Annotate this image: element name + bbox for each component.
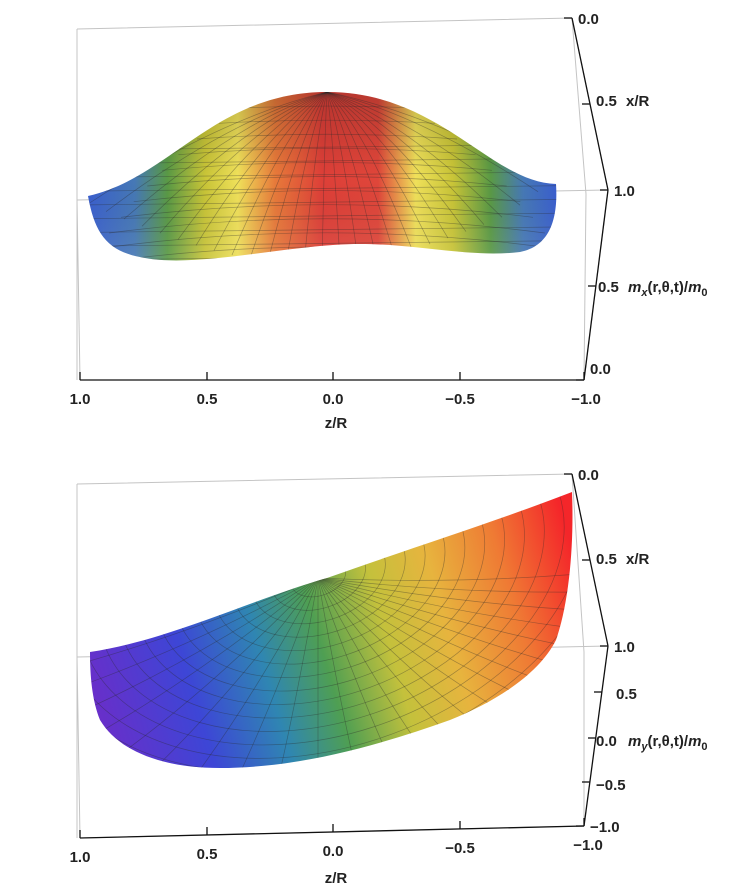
mesh-line (88, 239, 557, 247)
y-tick-my-2: 1.0 (614, 639, 635, 656)
mesh-line (88, 212, 557, 220)
z-tick-my-1: −0.5 (596, 777, 626, 794)
z-tick-mx-1: 0.5 (598, 279, 619, 296)
z-label-mx: mx(r,θ,t)/m0 (628, 279, 708, 299)
x-label-mx: z/R (325, 415, 348, 432)
mesh-line (326, 92, 449, 239)
mesh-line (317, 577, 573, 638)
mesh-line (326, 92, 539, 192)
mesh-line (303, 92, 328, 261)
mesh-line (77, 261, 577, 280)
mesh-line (317, 577, 573, 614)
y-label-mx: x/R (626, 93, 650, 110)
mesh-line (147, 176, 507, 187)
mesh-line (196, 133, 458, 140)
mesh-line (88, 184, 557, 192)
x-tick-mx-0: 1.0 (70, 391, 91, 408)
surface-mx (77, 92, 577, 280)
mesh-line (326, 92, 431, 245)
mesh-line (326, 92, 395, 255)
mesh-line (88, 171, 557, 178)
mesh-line (120, 204, 534, 218)
x-tick-my-4: −1.0 (573, 837, 603, 854)
chart-panel-my: 1.0 0.5 0.0 −0.5 −1.0 z/R 0.0 0.5 x/R 1.… (70, 467, 708, 887)
z-tick-my-3: 0.5 (616, 686, 637, 703)
mesh-line (317, 577, 573, 682)
x-tick-mx-1: 0.5 (197, 391, 218, 408)
x-tick-my-1: 0.5 (197, 846, 218, 863)
y-label-my: x/R (626, 551, 650, 568)
y-tick-mx-1: 0.5 (596, 93, 617, 110)
mesh-line (213, 92, 328, 251)
mesh-line (178, 147, 476, 156)
y-tick-my-1: 0.5 (596, 551, 617, 568)
mesh-line (88, 198, 557, 206)
mesh-line (218, 119, 436, 124)
surface-my-shape (90, 492, 573, 768)
surface-mx-mesh (77, 92, 577, 280)
mesh-line (326, 92, 377, 258)
x-tick-my-0: 1.0 (70, 849, 91, 866)
z-tick-mx-0: 0.0 (590, 361, 611, 378)
y-tick-mx-0: 0.0 (578, 11, 599, 28)
mesh-line (317, 577, 573, 593)
mesh-line (123, 577, 319, 752)
mesh-line (90, 577, 319, 682)
z-tick-my-2: 0.0 (596, 733, 617, 750)
mesh-line (159, 92, 328, 234)
mesh-line (105, 92, 328, 212)
mesh-line (97, 232, 557, 250)
y-tick-my-0: 0.0 (578, 467, 599, 484)
y-tick-mx-2: 1.0 (614, 183, 635, 200)
mesh-line (326, 92, 503, 218)
x-tick-mx-2: 0.0 (323, 391, 344, 408)
z-label-my: my(r,θ,t)/m0 (628, 733, 708, 753)
mesh-line (326, 92, 359, 261)
x-tick-my-2: 0.0 (323, 843, 344, 860)
mesh-line (90, 492, 565, 746)
x-tick-mx-4: −1.0 (571, 391, 601, 408)
mesh-line (177, 92, 328, 240)
mesh-line (267, 92, 328, 261)
mesh-line (285, 92, 328, 261)
mesh-line (247, 105, 407, 109)
mesh-line (231, 92, 328, 256)
mesh-line (326, 92, 467, 232)
chart-panel-mx: 1.0 0.5 0.0 −0.5 −1.0 z/R 0.0 0.5 x/R 1.… (70, 11, 708, 432)
mesh-line (88, 226, 557, 233)
x-tick-my-3: −0.5 (445, 840, 475, 857)
mesh-line (195, 92, 328, 246)
mesh-line (236, 577, 319, 768)
surface-mx-shading (88, 92, 557, 261)
mesh-line (326, 92, 521, 206)
mesh-line (326, 92, 341, 261)
mesh-line (141, 92, 328, 227)
mesh-line (326, 92, 413, 250)
z-tick-my-0: −1.0 (590, 819, 620, 836)
mesh-line (90, 577, 319, 593)
mesh-line (276, 577, 319, 768)
mesh-line (317, 564, 573, 581)
mesh-line (123, 92, 328, 220)
mesh-line (91, 577, 319, 738)
mesh-line (90, 564, 319, 581)
mesh-line (109, 218, 545, 234)
axes-mx (79, 17, 609, 381)
x-tick-mx-3: −0.5 (445, 391, 475, 408)
mesh-line (162, 162, 492, 171)
mesh-line (159, 577, 319, 765)
mesh-line (326, 92, 485, 225)
mesh-line (90, 492, 573, 759)
mesh-line (317, 577, 573, 661)
mesh-line (133, 190, 521, 203)
mesh-line (321, 92, 328, 261)
x-label-my: z/R (325, 870, 348, 887)
mesh-line (249, 92, 328, 259)
mesh-line (90, 577, 319, 703)
axes-my (79, 473, 609, 839)
mesh-line (196, 577, 319, 768)
